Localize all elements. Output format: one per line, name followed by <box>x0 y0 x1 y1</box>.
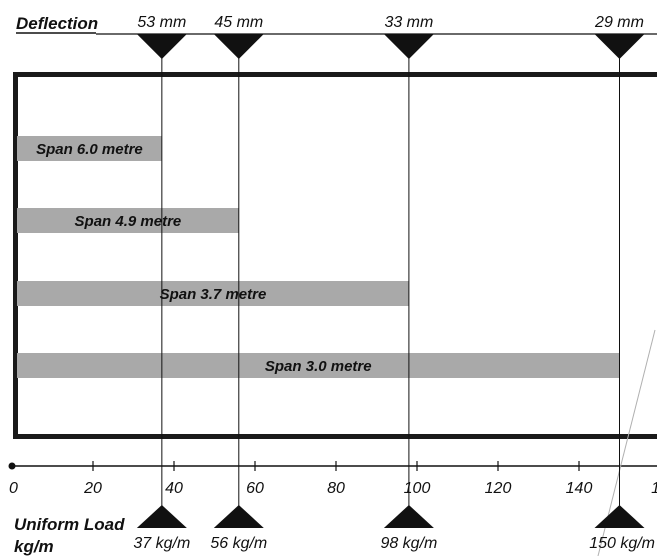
chart-frame <box>13 72 657 439</box>
load-label-1: 56 kg/m <box>210 535 267 552</box>
deflection-label-0: 53 mm <box>137 14 186 31</box>
load-marker-2 <box>383 505 434 528</box>
load-marker-0 <box>136 505 187 528</box>
deflection-label-3: 29 mm <box>594 14 644 31</box>
bar-1 <box>17 208 239 233</box>
bar-label-2: Span 3.7 metre <box>160 286 267 303</box>
x-axis-origin-dot <box>8 462 16 470</box>
x-tick-label-3: 60 <box>246 480 264 497</box>
deflection-title: Deflection <box>16 14 98 33</box>
bar-2 <box>17 281 409 306</box>
deflection-marker-0 <box>136 34 187 59</box>
load-label-3: 150 kg/m <box>589 535 655 552</box>
deflection-label-2: 33 mm <box>384 14 433 31</box>
x-tick-label-8: 16 <box>651 480 657 497</box>
load-marker-3 <box>594 505 645 528</box>
uniform-load-unit-label: kg/m <box>14 537 54 556</box>
bar-label-1: Span 4.9 metre <box>75 213 182 230</box>
x-tick-label-1: 20 <box>83 480 102 497</box>
load-label-2: 98 kg/m <box>380 535 437 552</box>
deflection-label-1: 45 mm <box>214 14 263 31</box>
x-tick-label-6: 120 <box>485 480 512 497</box>
x-tick-label-2: 40 <box>165 480 183 497</box>
bar-3 <box>17 353 620 378</box>
load-marker-1 <box>213 505 264 528</box>
deflection-marker-3 <box>594 34 645 59</box>
deflection-marker-1 <box>213 34 264 59</box>
bar-0 <box>17 136 162 161</box>
uniform-load-label: Uniform Load <box>14 515 125 534</box>
bar-label-3: Span 3.0 metre <box>265 358 372 375</box>
x-tick-label-0: 0 <box>9 480 18 497</box>
load-label-0: 37 kg/m <box>133 535 190 552</box>
deflection-marker-2 <box>383 34 434 59</box>
bar-label-0: Span 6.0 metre <box>36 141 143 158</box>
x-tick-label-4: 80 <box>327 480 345 497</box>
x-tick-label-5: 100 <box>404 480 431 497</box>
x-tick-label-7: 140 <box>566 480 593 497</box>
markers-group: 53 mm 37 kg/m 45 mm 56 kg/m 33 mm 98 kg/m 29 m… <box>133 14 655 552</box>
x-axis-ticks: 0 20 40 60 80 100 120 140 16 <box>9 461 657 497</box>
bars-group: Span 6.0 metre Span 4.9 metre Span 3.7 met… <box>17 136 620 378</box>
